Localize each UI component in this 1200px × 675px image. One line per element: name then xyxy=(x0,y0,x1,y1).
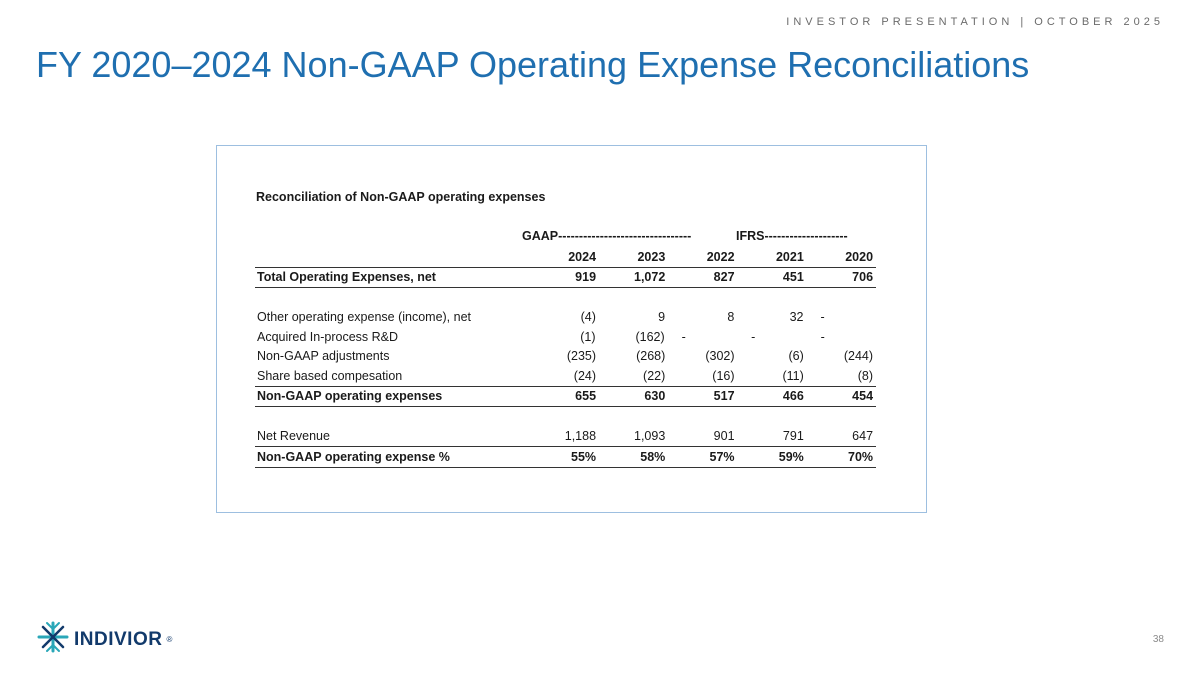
row-value: (6) xyxy=(788,349,804,364)
row-value: 58% xyxy=(640,449,666,464)
row-value: 70% xyxy=(848,449,874,464)
row-value: 57% xyxy=(709,449,735,464)
row-label: Total Operating Expenses, net xyxy=(257,270,436,285)
row-value: (4) xyxy=(580,310,596,325)
row-value: 901 xyxy=(713,429,735,444)
row-value: 1,188 xyxy=(564,429,597,444)
row-value: 9 xyxy=(658,310,666,325)
table-row: Non-GAAP operating expense % 55% 58% 57%… xyxy=(255,447,876,468)
row-label: Non-GAAP operating expenses xyxy=(257,389,443,404)
table-row: Non-GAAP adjustments (235) (268) (302) (… xyxy=(255,347,876,367)
row-label: Non-GAAP operating expense % xyxy=(257,449,450,464)
year-header: 2022 xyxy=(706,249,735,264)
row-value: (244) xyxy=(843,349,874,364)
page-title: FY 2020–2024 Non-GAAP Operating Expense … xyxy=(36,44,1030,85)
table-row: Non-GAAP operating expenses 655 630 517 … xyxy=(255,387,876,407)
row-label: Acquired In-process R&D xyxy=(257,329,399,344)
row-label: Net Revenue xyxy=(257,429,330,444)
row-value: (235) xyxy=(566,349,597,364)
registered-mark: ® xyxy=(166,635,173,644)
indivior-logo-text: INDIVIOR xyxy=(74,628,163,650)
row-value: 55% xyxy=(571,449,597,464)
year-header: 2023 xyxy=(637,249,666,264)
row-value: 1,093 xyxy=(634,429,666,444)
reconciliation-table: 2024 2023 2022 2021 2020 Total Operating… xyxy=(255,247,876,468)
table-row: Share based compesation (24) (22) (16) (… xyxy=(255,366,876,387)
row-value: (162) xyxy=(635,329,665,344)
row-label: Non-GAAP adjustments xyxy=(257,349,390,364)
indivior-logo: INDIVIOR ® xyxy=(36,620,172,659)
gaap-column-group-label: GAAP-------------------------------- xyxy=(522,229,692,243)
row-value: 827 xyxy=(713,270,735,285)
row-value: (22) xyxy=(643,368,666,383)
row-value: 466 xyxy=(782,389,804,404)
row-value: 791 xyxy=(782,429,804,444)
row-value: (302) xyxy=(705,349,735,364)
row-value: 8 xyxy=(727,310,735,325)
table-row: Acquired In-process R&D (1) (162) - - - xyxy=(255,327,876,347)
row-label: Share based compesation xyxy=(257,368,403,383)
row-value: (8) xyxy=(857,368,874,383)
table-row: Total Operating Expenses, net 919 1,072 … xyxy=(255,268,876,288)
ifrs-column-group-label: IFRS-------------------- xyxy=(736,229,848,243)
row-spacer xyxy=(255,407,876,427)
row-value: 517 xyxy=(713,389,735,404)
row-value: - xyxy=(681,329,686,344)
row-value: 1,072 xyxy=(634,270,666,285)
table-row: Net Revenue 1,188 1,093 901 791 647 xyxy=(255,427,876,447)
reconciliation-table-frame: Reconciliation of Non-GAAP operating exp… xyxy=(216,145,927,513)
row-value: (24) xyxy=(573,368,597,383)
row-value: 59% xyxy=(778,449,804,464)
row-value: 919 xyxy=(575,270,597,285)
row-value: 451 xyxy=(782,270,804,285)
indivior-logo-mark-icon xyxy=(36,620,70,659)
row-value: 655 xyxy=(575,389,597,404)
row-value: (1) xyxy=(580,329,596,344)
row-value: (11) xyxy=(782,368,804,383)
row-value: (16) xyxy=(712,368,735,383)
row-value: - xyxy=(820,310,825,325)
row-value: 32 xyxy=(789,310,804,325)
row-label: Other operating expense (income), net xyxy=(257,310,472,325)
row-value: 706 xyxy=(852,270,874,285)
table-caption: Reconciliation of Non-GAAP operating exp… xyxy=(256,190,546,204)
page-number: 38 xyxy=(1152,634,1164,645)
row-value: 454 xyxy=(852,389,874,404)
row-spacer xyxy=(255,288,876,308)
year-header: 2024 xyxy=(568,249,597,264)
table-header-row: 2024 2023 2022 2021 2020 xyxy=(255,247,876,268)
row-value: - xyxy=(751,329,756,344)
row-value: 647 xyxy=(852,429,874,444)
row-value: (268) xyxy=(636,349,666,364)
row-value: - xyxy=(820,329,825,344)
header-tag: INVESTOR PRESENTATION | OCTOBER 2025 xyxy=(786,16,1164,28)
row-value: 630 xyxy=(644,389,666,404)
table-row: Other operating expense (income), net (4… xyxy=(255,308,876,328)
year-header: 2020 xyxy=(845,249,874,264)
year-header: 2021 xyxy=(775,249,804,264)
